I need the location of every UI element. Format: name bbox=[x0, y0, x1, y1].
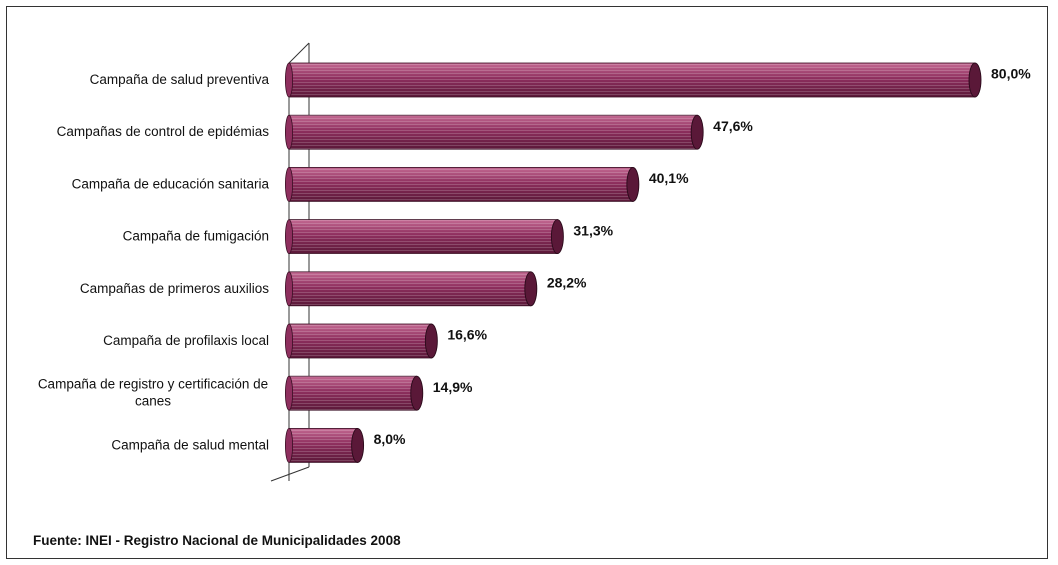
data-label: 8,0% bbox=[374, 431, 406, 447]
bar bbox=[284, 323, 438, 359]
bar-cap bbox=[968, 62, 982, 98]
bar bbox=[284, 114, 704, 150]
category-label: Campaña de profilaxis local bbox=[103, 333, 269, 348]
data-label: 14,9% bbox=[433, 379, 473, 395]
data-label: 28,2% bbox=[547, 275, 587, 291]
bar bbox=[284, 219, 564, 255]
bar-chart: 80,0% Campaña de salud preventiva 47,6% Cam… bbox=[38, 42, 1031, 482]
bar-cap bbox=[626, 166, 640, 202]
bar-cap bbox=[410, 375, 424, 411]
bar bbox=[284, 427, 365, 463]
bar-cap bbox=[550, 219, 564, 255]
axis-bottom-slant bbox=[270, 466, 310, 482]
axis-top-slant bbox=[288, 42, 310, 64]
category-label: Campaña de salud mental bbox=[111, 437, 269, 452]
data-label: 40,1% bbox=[649, 170, 689, 186]
category-label: Campañas de control de epidémias bbox=[57, 124, 270, 139]
bar-cap bbox=[424, 323, 438, 359]
bar-cap bbox=[351, 427, 365, 463]
category-label: Campaña de salud preventiva bbox=[90, 72, 270, 87]
category-label: Campaña de educación sanitaria bbox=[72, 176, 270, 191]
data-label: 31,3% bbox=[573, 222, 613, 238]
bar bbox=[284, 375, 424, 411]
bar bbox=[284, 271, 538, 307]
source-note: Fuente: INEI - Registro Nacional de Muni… bbox=[33, 533, 401, 548]
bar bbox=[284, 62, 982, 98]
bar-cap bbox=[524, 271, 538, 307]
bar bbox=[284, 166, 640, 202]
category-label: Campaña de fumigación bbox=[123, 229, 269, 244]
category-label: Campaña de registro y certificación de ca… bbox=[38, 377, 268, 409]
data-label: 80,0% bbox=[991, 66, 1031, 82]
category-label: Campañas de primeros auxilios bbox=[80, 281, 269, 296]
bar-cap bbox=[690, 114, 704, 150]
data-label: 47,6% bbox=[713, 118, 753, 134]
data-label: 16,6% bbox=[447, 327, 487, 343]
chart-frame: 80,0% Campaña de salud preventiva 47,6% Cam… bbox=[6, 6, 1048, 559]
